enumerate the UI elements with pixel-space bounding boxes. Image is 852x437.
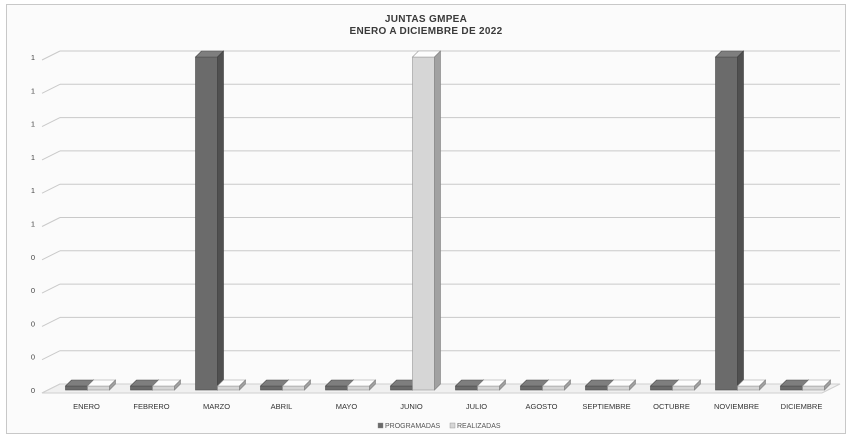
legend-swatch-realizadas <box>449 422 456 429</box>
y-tick-label: 0 <box>31 353 35 362</box>
bar-side-face <box>174 379 181 391</box>
bar-realizadas-agosto <box>542 385 565 391</box>
gridline-depth <box>41 50 61 61</box>
y-tick-label: 1 <box>31 186 35 195</box>
gridline-depth <box>41 150 61 161</box>
y-tick-label: 1 <box>31 53 35 62</box>
bar-side-face <box>759 379 766 391</box>
bar-side-face <box>369 379 376 391</box>
bar-programadas-enero <box>65 385 88 391</box>
bar-programadas-abril <box>260 385 283 391</box>
y-tick-label: 0 <box>31 286 35 295</box>
x-tick-label: FEBRERO <box>133 402 169 411</box>
bar-programadas-agosto <box>520 385 543 391</box>
bar-programadas-octubre <box>650 385 673 391</box>
bar-realizadas-enero <box>87 385 110 391</box>
gridline-depth <box>41 217 61 227</box>
chart-subtitle: ENERO A DICIEMBRE DE 2022 <box>349 26 503 37</box>
y-tick-label: 1 <box>31 153 35 162</box>
bar-realizadas-octubre <box>672 385 695 391</box>
x-tick-label: ENERO <box>73 402 100 411</box>
bar-side-face <box>239 379 246 391</box>
bar-realizadas-julio <box>477 385 500 391</box>
x-tick-label: MARZO <box>203 402 230 411</box>
gridline-depth <box>41 283 61 294</box>
x-tick-label: ABRIL <box>271 402 293 411</box>
y-tick-label: 1 <box>31 120 35 129</box>
gridline-depth <box>41 183 61 194</box>
bar-realizadas-marzo <box>217 385 240 391</box>
y-tick-label: 1 <box>31 220 35 229</box>
x-tick-label: SEPTIEMBRE <box>582 402 630 411</box>
chart-title: JUNTAS GMPEA <box>384 14 468 25</box>
y-tick-label: 0 <box>31 253 35 262</box>
bar-realizadas-septiembre <box>607 385 630 391</box>
bar-side-face <box>694 379 701 391</box>
bar-realizadas-noviembre <box>737 385 760 391</box>
legend-label-realizadas: REALIZADAS <box>457 423 501 430</box>
bar-programadas-julio <box>455 385 478 391</box>
bar-programadas-febrero <box>130 385 153 391</box>
x-tick-label: OCTUBRE <box>653 402 690 411</box>
legend-swatch-programadas <box>377 422 384 429</box>
gridline-depth <box>41 117 61 128</box>
y-tick-label: 1 <box>31 86 35 95</box>
x-tick-label: JULIO <box>466 402 487 411</box>
x-tick-label: AGOSTO <box>526 402 558 411</box>
bar-side-face <box>629 379 636 391</box>
bar-programadas-diciembre <box>780 385 803 391</box>
gridline-depth <box>41 316 61 327</box>
bar-programadas-junio <box>390 385 413 391</box>
y-tick-label: 0 <box>31 386 35 395</box>
bar-programadas-mayo <box>325 385 348 391</box>
gridline-depth <box>41 250 61 261</box>
bar-side-face <box>434 50 441 391</box>
bar-side-face <box>109 379 116 391</box>
bar-side-face <box>564 379 571 391</box>
x-tick-label: MAYO <box>336 402 358 411</box>
y-tick-label: 0 <box>31 319 35 328</box>
bar-realizadas-mayo <box>347 385 370 391</box>
gridline-depth <box>41 83 61 94</box>
x-tick-label: NOVIEMBRE <box>714 402 759 411</box>
bar-side-face <box>217 50 224 391</box>
bar-realizadas-abril <box>282 385 305 391</box>
legend-label-programadas: PROGRAMADAS <box>385 423 441 430</box>
bar-realizadas-junio <box>412 56 435 391</box>
bar-programadas-marzo <box>195 56 218 391</box>
bar-realizadas-diciembre <box>802 385 825 391</box>
bar-side-face <box>737 50 744 391</box>
bar-side-face <box>499 379 506 391</box>
bar-side-face <box>304 379 311 391</box>
x-tick-label: JUNIO <box>400 402 423 411</box>
gridline-depth <box>41 350 61 361</box>
bar-realizadas-febrero <box>152 385 175 391</box>
x-tick-label: DICIEMBRE <box>781 402 823 411</box>
bar-side-face <box>824 379 831 391</box>
bar-programadas-septiembre <box>585 385 608 391</box>
bar-programadas-noviembre <box>715 56 738 391</box>
